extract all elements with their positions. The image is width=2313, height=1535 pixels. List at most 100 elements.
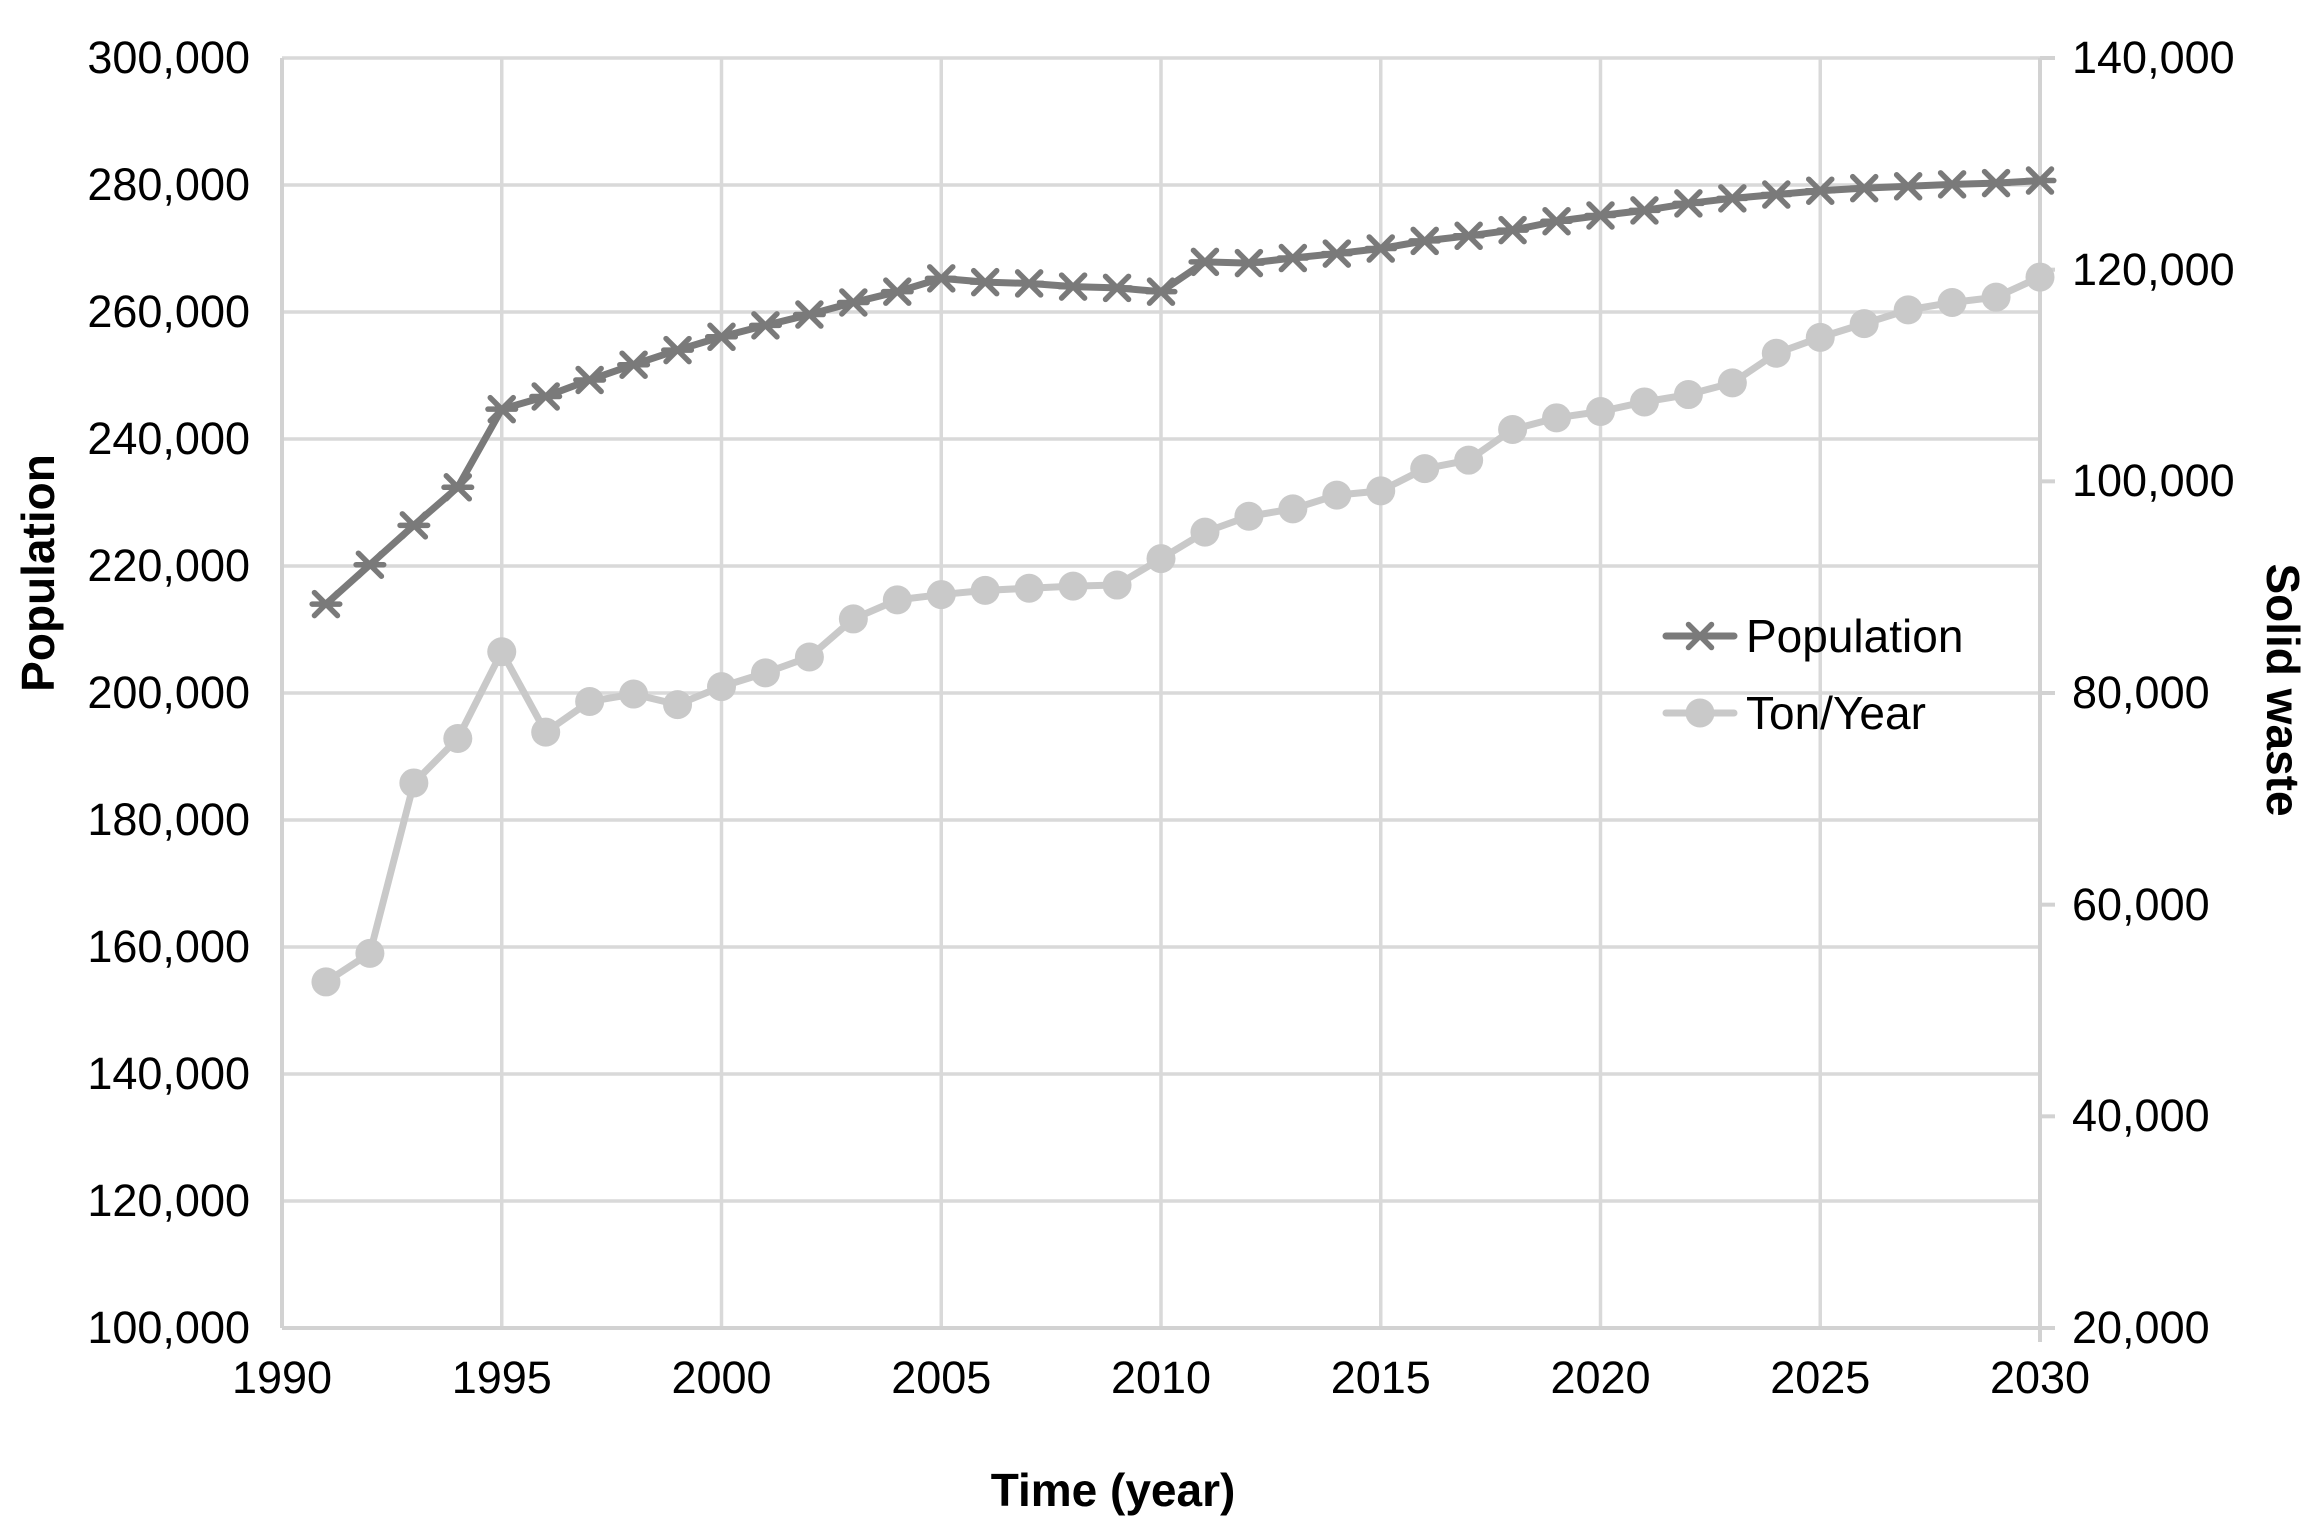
x-axis-tick-label: 2025: [1770, 1352, 1871, 1403]
ton-year-marker: [1322, 480, 1352, 510]
ton-year-marker: [1893, 295, 1923, 325]
population-marker: [1496, 215, 1530, 245]
population-marker: [968, 267, 1002, 297]
population-marker: [1232, 248, 1266, 278]
y-right-tick-label: 80,000: [2072, 667, 2210, 718]
y-left-tick-label: 220,000: [87, 540, 250, 591]
ton-year-marker: [443, 724, 473, 754]
population-marker: [1671, 189, 1705, 218]
population-marker: [1276, 243, 1310, 273]
population-marker: [1891, 172, 1925, 201]
population-marker: [1144, 277, 1178, 306]
ton-year-marker: [531, 717, 561, 747]
population-marker: [441, 473, 475, 502]
population-marker: [1320, 239, 1354, 268]
population-marker: [1803, 176, 1837, 205]
population-marker: [1759, 180, 1793, 209]
population-marker: [573, 365, 607, 395]
ton-year-marker: [1498, 414, 1528, 444]
population-marker: [1012, 269, 1046, 298]
x-axis-tick-label: 2005: [891, 1352, 992, 1403]
ton-year-marker: [311, 967, 341, 997]
legend-label-population: Population: [1746, 610, 1964, 662]
ton-year-marker: [619, 679, 649, 709]
ton-year-marker: [663, 690, 693, 720]
x-axis-tick-label: 1995: [451, 1352, 552, 1403]
y-right-tick-label: 140,000: [2072, 32, 2235, 83]
population-marker: [792, 300, 826, 329]
ton-year-marker: [487, 637, 517, 667]
population-marker: [1847, 173, 1881, 203]
population-marker: [748, 311, 782, 340]
population-marker: [836, 288, 870, 317]
y-left-tick-label: 120,000: [87, 1175, 250, 1226]
ton-year-marker: [1190, 517, 1220, 547]
ton-year-marker: [1410, 454, 1440, 484]
population-marker: [1188, 247, 1222, 277]
ton-year-marker: [1146, 544, 1176, 574]
ton-year-marker: [1673, 380, 1703, 410]
ton-year-marker: [1981, 282, 2011, 312]
y-right-tick-label: 100,000: [2072, 455, 2235, 507]
ton-year-marker: [707, 672, 736, 702]
y-right-tick-label: 120,000: [2072, 243, 2235, 295]
ton-year-marker: [1102, 570, 1132, 600]
y-right-tick-label: 60,000: [2072, 878, 2210, 930]
y-left-tick-label: 180,000: [87, 794, 250, 845]
population-marker: [529, 382, 563, 411]
ton-year-line: [322, 273, 2044, 986]
ton-year-marker: [1278, 494, 1308, 524]
x-axis-tick-label: 2000: [671, 1352, 772, 1403]
y-left-tick-label: 280,000: [87, 159, 250, 210]
x-axis-tick-label: 2010: [1110, 1352, 1212, 1403]
y-right-tick-label: 40,000: [2072, 1090, 2210, 1142]
ton-year-marker: [882, 585, 912, 615]
population-marker: [353, 550, 387, 579]
ton-year-marker: [1717, 368, 1747, 398]
population-marker: [1100, 273, 1134, 303]
population-marker: [485, 394, 519, 424]
x-axis-tick-label: 1990: [231, 1352, 333, 1403]
ton-year-marker: [1586, 396, 1615, 426]
y-left-tick-label: 200,000: [87, 667, 250, 718]
population-marker: [1627, 196, 1661, 225]
ton-year-marker: [1542, 403, 1572, 433]
ton-year-marker: [926, 580, 956, 610]
x-axis-tick-label: 2020: [1550, 1352, 1651, 1403]
y-left-tick-label: 160,000: [87, 921, 250, 972]
y-right-tick-label: 20,000: [2072, 1302, 2210, 1353]
population-marker: [1979, 168, 2013, 198]
population-marker: [309, 589, 343, 619]
population-marker: [1408, 226, 1442, 256]
ton-year-marker: [970, 575, 1000, 605]
population-marker: [617, 350, 651, 379]
left-axis-title: Population: [12, 454, 64, 692]
x-axis-tick-label: 2015: [1330, 1352, 1431, 1403]
ton-year-marker: [1366, 476, 1396, 506]
population-marker: [1056, 272, 1090, 301]
ton-year-marker: [794, 642, 824, 672]
population-marker: [1540, 206, 1574, 236]
legend-swatch-marker: [1683, 621, 1717, 651]
right-axis-title: Solid waste: [2257, 563, 2309, 817]
population-marker: [661, 335, 695, 365]
ton-year-marker: [1058, 571, 1088, 601]
ton-year-marker: [1454, 445, 1484, 475]
ton-year-marker: [1849, 309, 1879, 339]
population-marker: [2023, 166, 2057, 195]
ton-year-marker: [1234, 501, 1264, 531]
population-marker: [1715, 184, 1749, 213]
ton-year-marker: [355, 938, 385, 968]
ton-year-marker: [2025, 262, 2055, 292]
ton-year-marker: [1761, 338, 1791, 368]
population-marker: [1935, 170, 1969, 199]
ton-year-marker: [1805, 322, 1835, 352]
y-left-tick-label: 300,000: [87, 32, 250, 83]
population-marker: [1583, 201, 1618, 230]
population-marker: [397, 511, 431, 540]
y-left-tick-label: 140,000: [87, 1048, 250, 1099]
legend-swatch-marker: [1685, 698, 1715, 728]
population-marker: [1364, 234, 1398, 263]
